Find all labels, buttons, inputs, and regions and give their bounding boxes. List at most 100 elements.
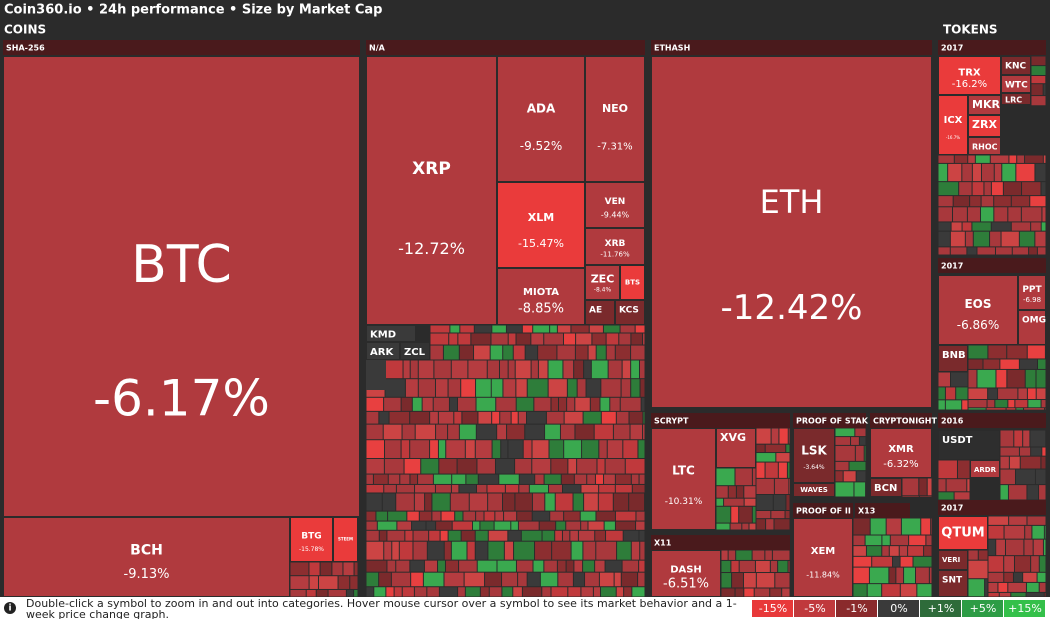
coin-tile[interactable]: [938, 56, 1001, 95]
filler-tile: [468, 360, 487, 379]
coin-tile[interactable]: [1001, 93, 1031, 105]
filler-tile: [938, 207, 952, 222]
filler-tile: [886, 518, 901, 535]
filler-tile: [469, 493, 488, 511]
filler-tile: [952, 207, 967, 222]
filler-tile: [581, 484, 599, 493]
filler-tile: [397, 521, 412, 530]
filler-tile: [515, 493, 532, 511]
filler-tile: [401, 397, 412, 411]
coin-tile[interactable]: [1018, 275, 1046, 310]
filler-tile: [983, 359, 1000, 369]
filler-tile: [567, 379, 577, 397]
filler-tile: [603, 325, 620, 333]
filler-tile: [1000, 456, 1009, 469]
coin-tile[interactable]: [651, 428, 716, 530]
coin-tile[interactable]: [366, 342, 400, 360]
coin-tile[interactable]: [366, 325, 416, 342]
filler-tile: [1035, 469, 1046, 485]
filler-tile: [789, 478, 790, 495]
filler-tile: [919, 478, 927, 496]
filler-tile: [366, 587, 374, 597]
coin-tile[interactable]: [716, 428, 756, 468]
filler-tile: [596, 541, 617, 560]
filler-tile: [1031, 447, 1042, 456]
filler-tile: [405, 530, 413, 541]
coin-tile[interactable]: [793, 518, 853, 597]
filler-tile: [432, 493, 450, 511]
filler-tile: [620, 325, 635, 333]
filler-tile: [774, 478, 789, 495]
coin-tile[interactable]: [968, 95, 1001, 115]
coin-tile[interactable]: [793, 428, 835, 483]
filler-tile: [562, 484, 581, 493]
filler-tile: [929, 567, 932, 584]
filler-tile: [1042, 207, 1046, 222]
coin-tile[interactable]: [497, 56, 585, 182]
filler-tile: [489, 587, 502, 597]
coin-tile[interactable]: [290, 517, 333, 562]
filler-tile: [376, 511, 388, 521]
coin-tile[interactable]: [585, 300, 615, 325]
coin-tile[interactable]: [938, 570, 968, 597]
coin-tile[interactable]: [1018, 310, 1046, 345]
coin-tile[interactable]: [938, 345, 968, 372]
coin-tile[interactable]: [793, 483, 835, 497]
coin-tile[interactable]: [938, 430, 1000, 460]
filler-tile: [430, 411, 438, 424]
filler-tile: [507, 424, 525, 440]
filler-tile: [988, 592, 999, 597]
coin-tile[interactable]: [870, 428, 932, 478]
filler-tile: [756, 519, 766, 530]
coin-tile[interactable]: [400, 342, 430, 360]
coin-tile[interactable]: [585, 56, 645, 182]
filler-tile: [465, 587, 480, 597]
filler-tile: [413, 541, 427, 560]
coin-tile[interactable]: [968, 137, 1001, 155]
filler-tile: [913, 556, 932, 567]
coin-tile[interactable]: [585, 265, 620, 300]
filler-tile: [854, 482, 866, 497]
coin-symbol: NEO: [602, 102, 628, 115]
coin-tile[interactable]: [497, 182, 585, 268]
coin-tile[interactable]: [3, 56, 360, 517]
filler-tile: [1014, 430, 1023, 447]
filler-tile: [501, 440, 508, 459]
filler-tile: [984, 182, 991, 196]
filler-tile: [460, 325, 474, 333]
coin-tile[interactable]: [366, 56, 497, 325]
filler-tile: [590, 397, 600, 411]
filler-tile: [545, 424, 560, 440]
legend-swatch: [836, 600, 877, 617]
filler-tile: [508, 333, 516, 345]
coin-tile[interactable]: [497, 268, 585, 325]
coin-tile[interactable]: [585, 182, 645, 228]
filler-tile: [835, 428, 855, 437]
group-label: ETHASH: [654, 44, 690, 53]
filler-tile: [575, 397, 590, 411]
filler-tile: [516, 397, 534, 411]
filler-tile: [774, 519, 790, 530]
coin-tile[interactable]: [968, 115, 1001, 137]
filler-tile: [516, 333, 531, 345]
coin-tile[interactable]: [3, 517, 290, 597]
coin-tile[interactable]: [938, 275, 1018, 345]
filler-tile: [742, 523, 749, 530]
filler-tile: [987, 400, 995, 408]
coin-tile[interactable]: [620, 265, 645, 300]
coin-tile[interactable]: [938, 550, 968, 570]
filler-tile: [595, 530, 606, 541]
filler-tile: [1031, 84, 1043, 96]
coin-tile[interactable]: [651, 550, 721, 597]
coin-tile[interactable]: [1001, 56, 1031, 75]
coin-tile[interactable]: [585, 228, 645, 265]
coin-tile[interactable]: [870, 478, 902, 497]
coin-tile[interactable]: [938, 95, 968, 155]
coin-tile[interactable]: [970, 460, 1000, 478]
coin-tile[interactable]: [333, 517, 358, 562]
coin-tile[interactable]: [615, 300, 645, 325]
coin-tile[interactable]: [651, 56, 932, 408]
filler-tile: [1039, 582, 1046, 592]
coin-tile[interactable]: [938, 516, 988, 550]
coin-tile[interactable]: [1001, 75, 1031, 93]
